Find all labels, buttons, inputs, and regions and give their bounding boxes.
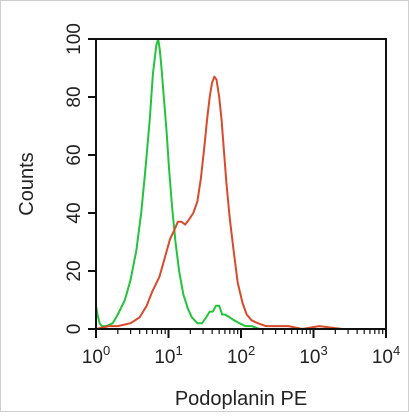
x-tick-label: 103 bbox=[299, 343, 327, 368]
x-tick-label: 102 bbox=[227, 343, 255, 368]
y-tick-label: 60 bbox=[64, 144, 85, 165]
x-tick-label: 101 bbox=[154, 343, 182, 368]
y-tick-label: 20 bbox=[64, 260, 85, 281]
y-tick-label: 80 bbox=[64, 86, 85, 107]
x-tick-label: 104 bbox=[372, 343, 400, 368]
x-tick-label: 100 bbox=[82, 343, 110, 368]
histogram-series-1 bbox=[95, 38, 260, 330]
x-axis-label: Podoplanin PE bbox=[175, 388, 307, 410]
histogram-series-2 bbox=[95, 75, 386, 330]
plot-area-border bbox=[95, 38, 387, 330]
y-tick-label: 40 bbox=[64, 202, 85, 223]
y-axis-label: Counts bbox=[16, 152, 38, 215]
y-tick-label: 100 bbox=[64, 23, 85, 55]
y-tick-label: 0 bbox=[64, 324, 85, 335]
